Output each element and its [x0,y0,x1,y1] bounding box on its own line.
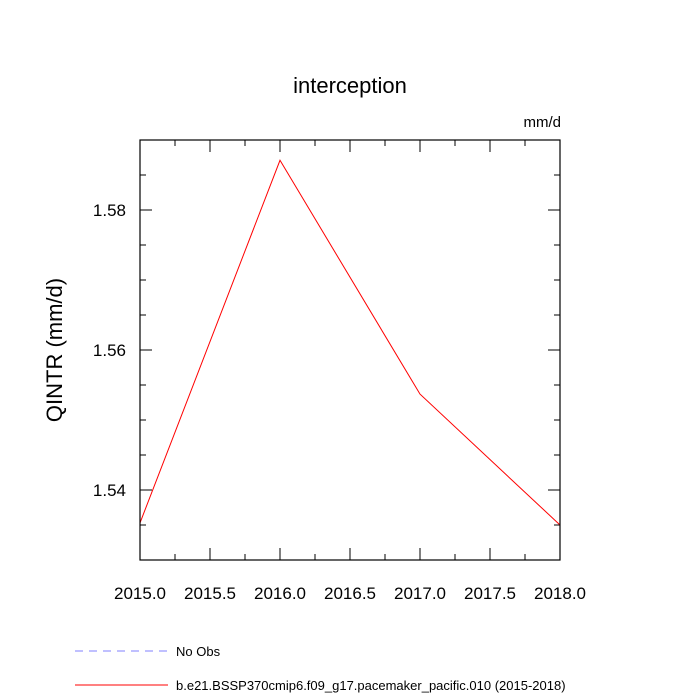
legend-label: No Obs [176,644,221,659]
series-line [139,159,561,526]
x-tick-label: 2016.5 [324,584,376,603]
tick-labels: 1.54 1.56 1.58 2015.0 2015.5 2016.0 2016.5 2017… [93,201,586,603]
y-axis-label: QINTR (mm/d) [42,278,67,422]
y-tick-label: 1.54 [93,481,126,500]
units-label: mm/d [524,114,562,131]
plot-frame [139,139,561,561]
axis-ticks [139,139,561,561]
y-tick-label: 1.58 [93,201,126,220]
x-tick-label: 2015.5 [184,584,236,603]
x-tick-label: 2017.0 [394,584,446,603]
x-tick-label: 2015.0 [114,584,166,603]
series-lines [139,159,561,526]
x-tick-label: 2017.5 [464,584,516,603]
chart-title: interception [293,73,407,98]
legend-label: b.e21.BSSP370cmip6.f09_g17.pacemaker_pac… [176,678,566,693]
legend: No Obs b.e21.BSSP370cmip6.f09_g17.pacemak… [75,644,566,693]
x-tick-label: 2016.0 [254,584,306,603]
y-tick-label: 1.56 [93,341,126,360]
x-tick-label: 2018.0 [534,584,586,603]
